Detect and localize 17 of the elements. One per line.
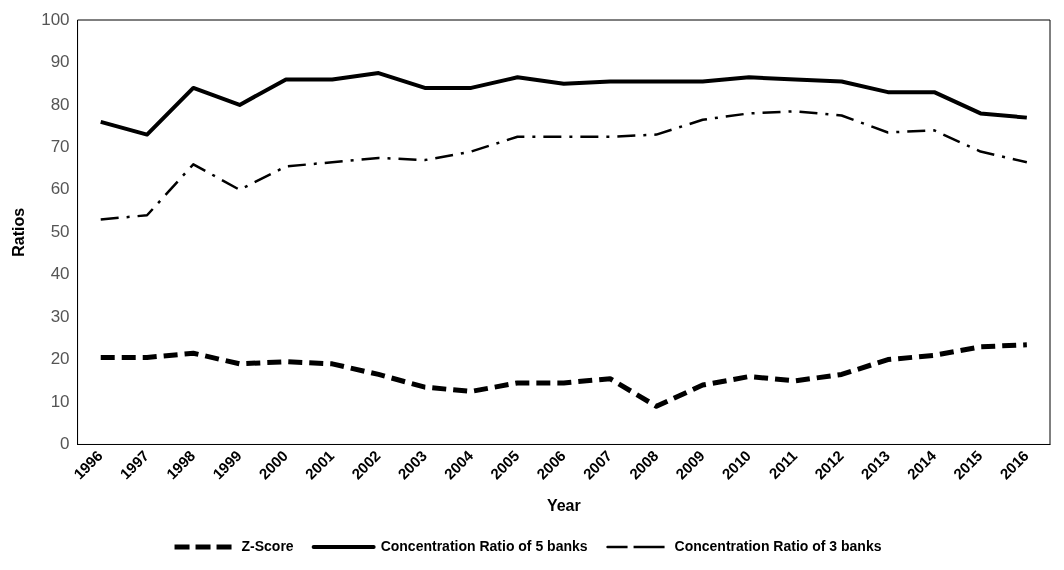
x-axis-title: Year [546, 496, 581, 514]
y-tick-label: 40 [50, 264, 70, 284]
y-tick-label: 80 [50, 94, 70, 114]
y-tick-label: 50 [50, 221, 70, 241]
y-tick-label: 20 [50, 349, 70, 369]
y-tick-label: 90 [50, 52, 70, 72]
y-tick-label: 100 [41, 9, 70, 29]
legend-label: Concentration Ratio of 5 banks [380, 537, 588, 554]
line-series [99, 110, 1029, 221]
y-tick-label: 30 [50, 306, 70, 326]
y-tick-label: 0 [60, 434, 70, 454]
y-tick-label: 10 [50, 391, 70, 411]
legend-label: Z-Score [241, 537, 294, 554]
y-tick-label: 70 [50, 137, 70, 157]
y-axis-title: Ratios [10, 207, 28, 257]
y-tick-label: 60 [50, 179, 70, 199]
legend-label: Concentration Ratio of 3 banks [674, 537, 882, 554]
